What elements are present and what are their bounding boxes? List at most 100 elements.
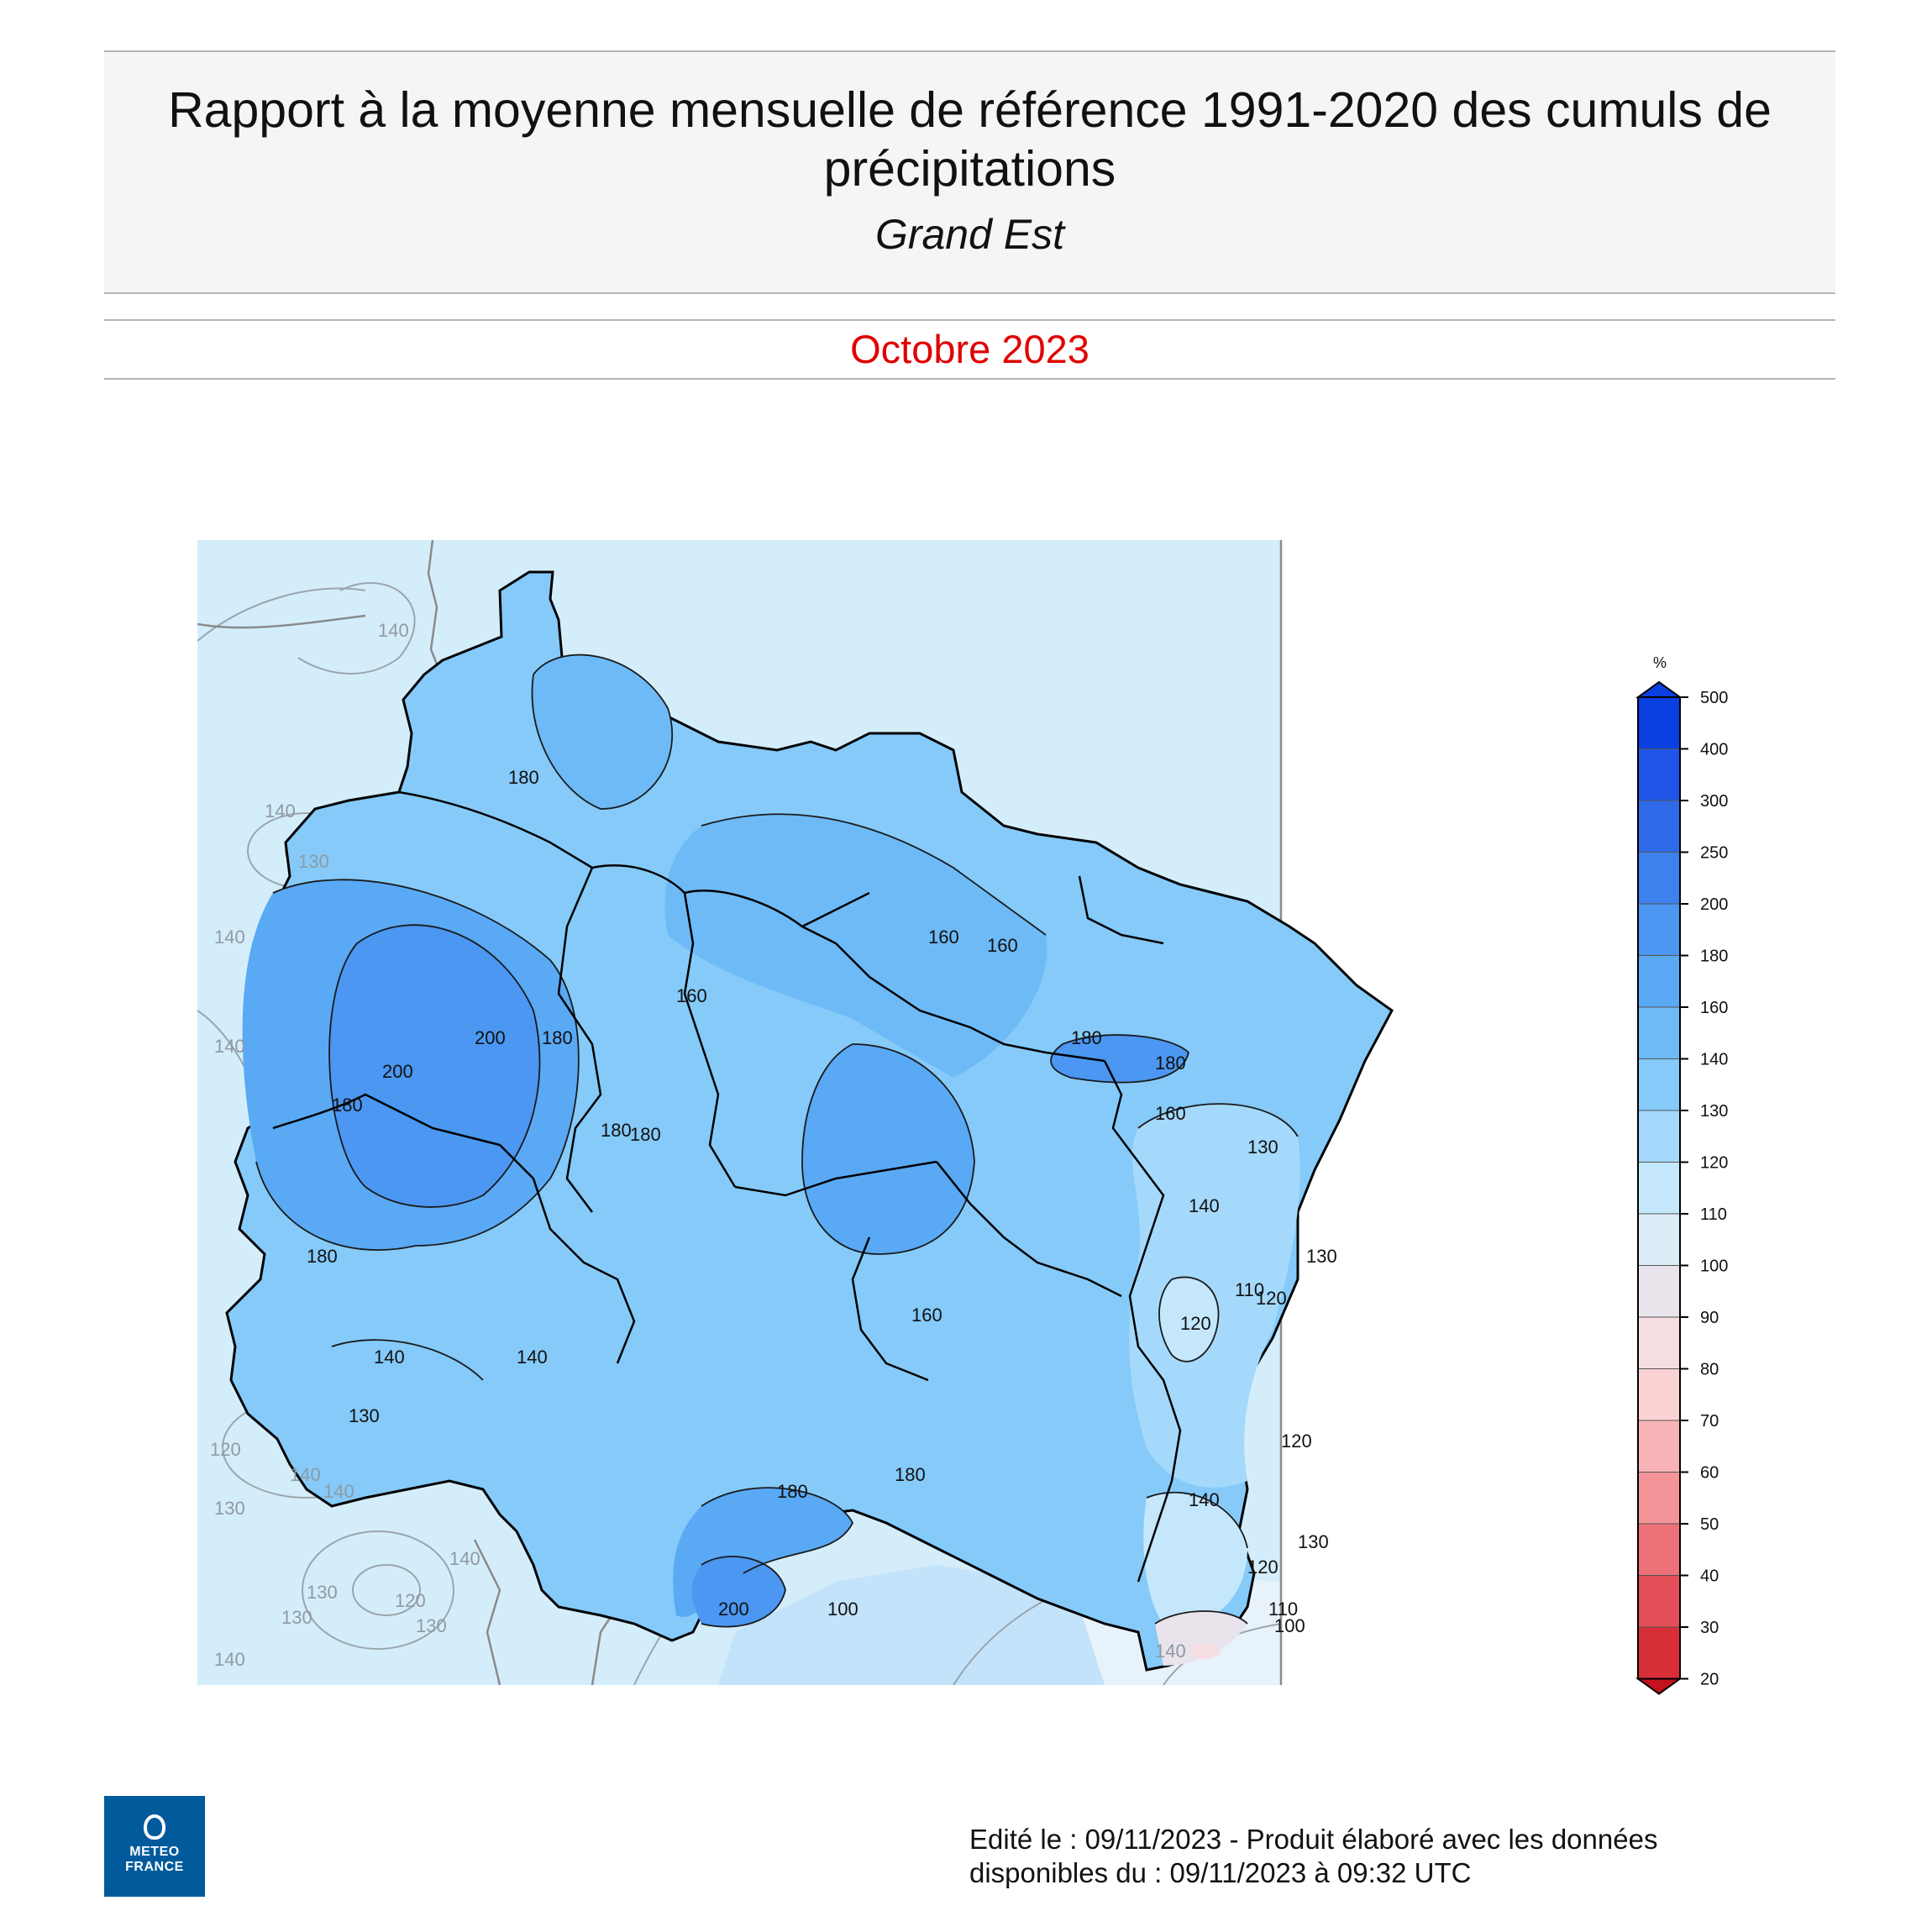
legend-swatch: [1637, 1472, 1681, 1525]
contour-label: 160: [987, 935, 1018, 956]
outer-contour-labels-south: 130 120 140 140 130 130 120 130 140 140: [210, 1439, 1186, 1662]
legend-label: 70: [1700, 1412, 1719, 1431]
logo-line-1: METEO: [129, 1845, 180, 1859]
legend-swatch: [1637, 800, 1681, 853]
legend-swatch: [1637, 1523, 1681, 1576]
legend-label: 120: [1700, 1154, 1728, 1173]
value-contours: [255, 654, 1299, 1628]
contour-label: 180: [777, 1481, 808, 1502]
zone-160-north: [532, 654, 673, 809]
contour-label: 140: [517, 1347, 548, 1368]
map-canvas: 140 130 140 140 140 140 180 200 200 180 …: [197, 539, 1541, 1686]
logo-icon: [144, 1814, 165, 1840]
contour-label: 110: [1235, 1279, 1264, 1300]
contour-label: 200: [718, 1599, 749, 1620]
legend-label: 20: [1700, 1671, 1719, 1689]
contour-label: 130: [1298, 1531, 1329, 1552]
contour-label: 120: [1247, 1557, 1278, 1578]
contour-label: 140: [1155, 1641, 1186, 1662]
contour-label: 120: [1281, 1431, 1312, 1452]
edition-line-2: disponibles du : 09/11/2023 à 09:32 UTC: [969, 1857, 1472, 1888]
legend-label: 400: [1700, 741, 1728, 759]
legend-label: 500: [1700, 689, 1728, 707]
legend-swatch: [1637, 1575, 1681, 1628]
precipitation-map: 140 130 140 140 140 140 180 200 200 180 …: [197, 539, 1541, 1686]
legend-canvas: % 500 400 300 250 200 180 160 140 130 120 110 100 90…: [1635, 654, 1728, 1695]
contour-label: 180: [508, 767, 539, 788]
legend-unit: %: [1653, 655, 1667, 671]
inner-contour-labels: 180 200 200 180 180 180 180 180 160 160 …: [307, 767, 1337, 1636]
legend-swatch: [1637, 1265, 1681, 1318]
contour-label: 110: [1268, 1599, 1298, 1620]
zone-200-south: [691, 1557, 785, 1627]
department-borders: [272, 790, 1182, 1583]
legend-label: 300: [1700, 792, 1728, 811]
legend-swatch: [1637, 1058, 1681, 1111]
color-legend: % 500 400 300 250 200 180 160 140 130 120 110 100 90…: [1613, 654, 1798, 1714]
contour-label: 130: [307, 1582, 338, 1603]
legend-swatch: [1637, 1626, 1681, 1679]
legend-bar: [1635, 680, 1688, 1695]
legend-label: 130: [1700, 1102, 1728, 1121]
contour-label: 140: [323, 1481, 354, 1502]
meteo-france-logo: METEO FRANCE: [104, 1796, 205, 1897]
zone-120-alsace: [1159, 1277, 1219, 1362]
region-name: Grand Est: [874, 211, 1065, 258]
contour-label: 140: [214, 1036, 245, 1057]
contour-label: 100: [827, 1599, 858, 1620]
title-panel: Rapport à la moyenne mensuelle de référe…: [104, 50, 1835, 294]
contour-label: 180: [1155, 1053, 1186, 1074]
contour-label: 130: [349, 1405, 380, 1426]
contour-label: 120: [210, 1439, 241, 1460]
period-panel: Octobre 2023: [104, 319, 1835, 380]
contour-label: 130: [1247, 1137, 1278, 1158]
legend-label: 110: [1700, 1205, 1727, 1224]
contour-label: 180: [1071, 1027, 1102, 1048]
zone-160-northeast: [664, 814, 1047, 1078]
contour-label: 130: [1306, 1246, 1337, 1267]
zone-120-south-alsace: [1143, 1492, 1247, 1632]
legend-label: 50: [1700, 1515, 1719, 1534]
period-label: Octobre 2023: [850, 327, 1089, 371]
legend-frame: [1637, 696, 1681, 1680]
legend-label: 100: [1700, 1257, 1728, 1276]
legend-swatch: [1637, 1420, 1681, 1473]
legend-swatch: [1637, 1368, 1681, 1421]
zone-100-tip: [1155, 1611, 1247, 1666]
contour-label: 120: [395, 1590, 426, 1611]
legend-swatch: [1637, 696, 1681, 749]
legend-labels: 500 400 300 250 200 180 160 140 130 120 110 100 90 80…: [1700, 689, 1728, 1689]
contour-label: 180: [895, 1464, 926, 1485]
edition-line-1: Edité le : 09/11/2023 - Produit élaboré …: [969, 1824, 1658, 1855]
contour-label: 160: [676, 985, 707, 1006]
contour-label: 130: [298, 851, 329, 872]
legend-swatch: [1637, 903, 1681, 956]
contour-label: 130: [214, 1498, 245, 1519]
contour-label: 140: [374, 1347, 405, 1368]
zone-180-east: [1051, 1035, 1189, 1083]
contour-label: 140: [1189, 1195, 1220, 1216]
legend-swatch: [1637, 955, 1681, 1008]
legend-swatch: [1637, 1213, 1681, 1266]
edition-note: Edité le : 09/11/2023 - Produit élaboré …: [969, 1823, 1776, 1890]
zone-90-tip: [1189, 1643, 1221, 1660]
contour-label: 160: [928, 927, 959, 948]
logo-line-2: FRANCE: [125, 1860, 184, 1874]
legend-swatch: [1637, 1316, 1681, 1369]
contour-label: 140: [214, 1649, 245, 1670]
contour-label: 200: [475, 1027, 506, 1048]
legend-label: 40: [1700, 1567, 1719, 1586]
legend-label: 140: [1700, 1051, 1728, 1069]
contour-label: 140: [290, 1464, 321, 1485]
legend-swatch: [1637, 1162, 1681, 1215]
legend-label: 180: [1700, 948, 1728, 966]
legend-label: 250: [1700, 844, 1728, 863]
contour-label: 130: [281, 1607, 312, 1628]
zone-180-center: [802, 1044, 974, 1254]
outer-contour-labels: 140 130 140 140 140 140: [214, 620, 409, 1670]
legend-swatch: [1637, 1110, 1681, 1163]
legend-swatch: [1637, 852, 1681, 905]
contour-label: 180: [542, 1027, 573, 1048]
contour-label: 160: [911, 1305, 942, 1326]
contour-label: 140: [1189, 1489, 1220, 1510]
